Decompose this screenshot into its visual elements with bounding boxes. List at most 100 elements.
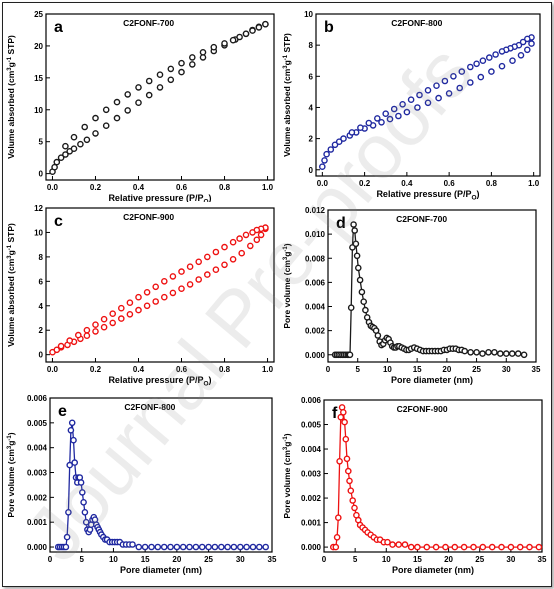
data-point [473,348,480,356]
data-point [350,221,357,228]
y-axis-label-sup: -1 [7,56,13,62]
data-point [479,543,487,551]
y-tick-label: 0.003 [301,470,322,479]
x-tick-label: 0 [322,555,327,564]
x-axis-label-sub: O [471,195,476,202]
x-axis-label-sub: O [203,381,208,388]
data-point [152,298,159,305]
y-tick-label: 25 [34,10,43,19]
x-tick-label: 20 [172,555,181,564]
data-point [156,71,164,78]
data-point [92,114,99,122]
x-tick-label: 0.6 [176,183,188,192]
data-point [66,461,74,469]
y-axis-label-main: Pore volume (cm [6,449,16,518]
y-tick-label: 0.000 [301,543,322,552]
data-point [71,459,78,466]
data-point [523,46,531,54]
data-point [102,106,110,114]
y-axis-label-sup: -1 [7,244,13,250]
data-point [62,151,69,158]
x-axis-label: Pore diameter (nm) [392,565,474,575]
data-point [243,543,250,551]
y-tick-label: 0.005 [27,419,48,428]
plot-frame [49,397,273,553]
x-axis-label-sub: O [203,199,208,203]
data-point [160,278,168,285]
y-axis-label-mid: g [6,250,16,255]
data-point [346,477,353,485]
y-tick-label: 0 [39,170,44,179]
data-point [496,350,504,357]
x-tick-label: 35 [268,555,277,564]
data-point [407,543,415,551]
data-point [135,306,142,314]
data-point [62,142,69,150]
chart-title: C2FONF-700 [396,214,447,224]
data-point [432,543,440,551]
x-tick-label: 0.8 [486,179,498,188]
y-axis-label: Pore volume (cm3g-1) [6,432,16,517]
data-point [192,543,200,551]
data-point [195,276,202,283]
data-point [186,263,194,270]
data-point [246,242,254,250]
data-point [386,115,394,123]
data-point [374,115,381,122]
chart-panel-a: 0.0 0.2 0.4 0.6 0.8 1.0 0 5 10 15 20 25 Relative pre… [6,10,275,203]
data-point [77,140,84,148]
data-point [169,273,177,280]
y-tick-label: 0 [309,166,314,175]
panel-letter: f [332,405,338,422]
data-point [203,253,211,261]
x-tick-label: 0.6 [176,365,188,374]
data-point [221,261,228,269]
data-point [124,107,131,114]
x-tick-label: 0.2 [90,365,102,374]
data-point [342,435,350,443]
data-point [347,304,355,311]
panel-letter: b [324,19,334,36]
x-axis-label-main: Pore diameter (nm) [391,375,473,385]
y-axis-label-end: ) [6,432,16,435]
y-axis-label-sup: -1 [283,54,289,60]
data-point [113,114,121,122]
data-point [335,514,342,521]
x-tick-label: 35 [538,555,547,564]
data-point [445,90,453,97]
data-point [83,136,91,144]
data-point [212,266,220,273]
data-point [57,154,65,161]
x-tick-label: 10 [382,555,391,564]
data-point [517,52,525,59]
panel-letter: e [58,403,67,420]
y-axis-label-sup: 3 [283,256,289,260]
x-tick-label: 25 [472,365,481,374]
x-tick-label: 35 [532,365,541,374]
data-point [257,231,265,239]
data-point [514,350,522,357]
plot-frame [45,13,275,181]
x-tick-label: 30 [502,365,511,374]
y-axis-label-sup: 3 [7,67,13,71]
y-axis-label-end: STP) [282,33,292,55]
data-point [70,436,77,444]
data-point [118,304,125,312]
y-tick-label: 6 [39,277,44,286]
y-axis-label-mid: g [6,62,16,67]
series-0 [54,419,270,551]
data-point [485,348,492,356]
data-point [167,543,174,551]
data-point [319,163,326,170]
data-point [188,54,196,61]
data-point [141,543,149,551]
y-tick-label: 0.002 [301,494,322,503]
x-axis-label-main: Pore diameter (nm) [392,565,474,575]
y-tick-label: 2 [309,135,314,144]
y-tick-label: 0.008 [305,254,326,263]
data-point [118,315,125,322]
data-point [473,60,480,68]
y-tick-label: 2 [39,326,44,335]
data-point [390,105,398,113]
data-point [403,108,411,116]
